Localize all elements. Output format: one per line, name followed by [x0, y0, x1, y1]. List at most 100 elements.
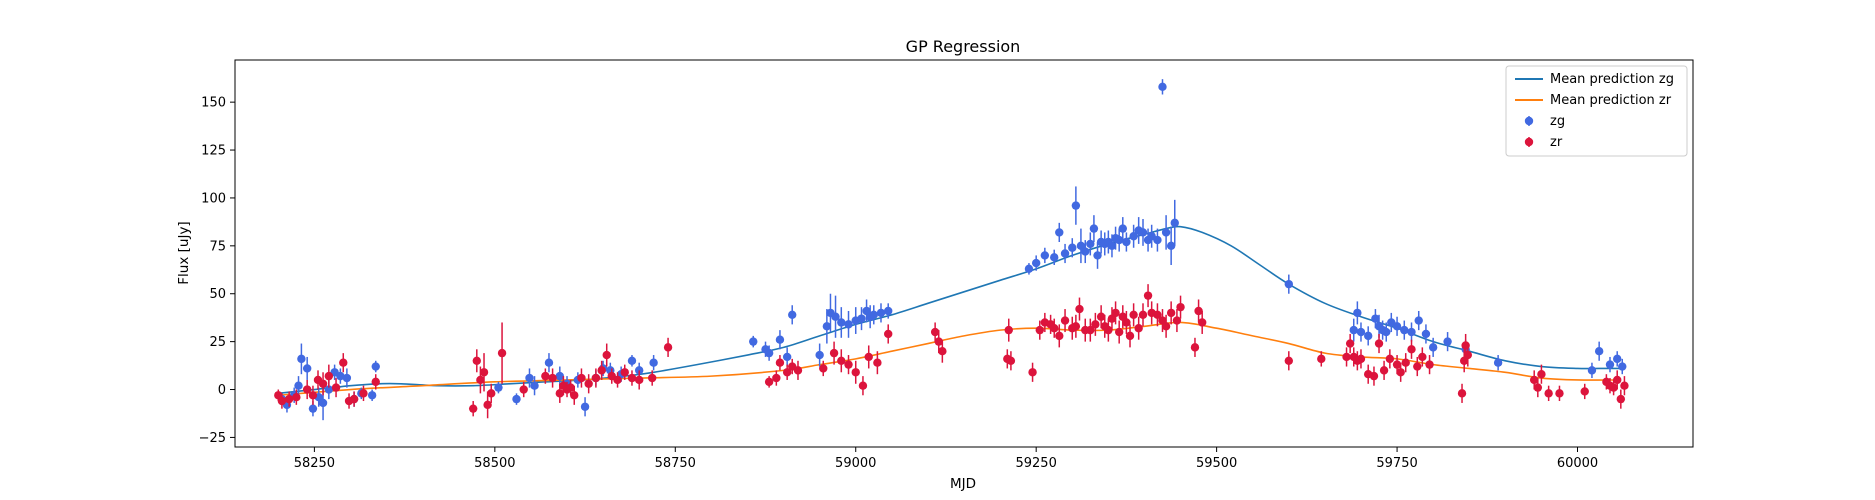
data-point	[1004, 325, 1013, 335]
data-point	[1071, 201, 1081, 210]
data-point	[1075, 304, 1084, 314]
data-point	[1050, 324, 1059, 333]
data-point	[1413, 362, 1422, 371]
data-point	[934, 337, 943, 346]
chart-title: GP Regression	[906, 37, 1021, 56]
data-point	[1580, 387, 1589, 396]
data-point	[1594, 347, 1604, 356]
data-point	[1129, 310, 1138, 320]
data-point	[819, 364, 828, 373]
data-point	[1006, 356, 1016, 365]
data-point	[468, 404, 478, 413]
data-point	[837, 356, 846, 365]
data-point	[497, 348, 507, 358]
data-point	[1035, 325, 1044, 335]
data-point	[1443, 337, 1452, 346]
data-point	[837, 318, 846, 327]
data-point	[1613, 375, 1622, 385]
data-point	[1421, 329, 1431, 339]
data-point	[793, 366, 803, 375]
data-point	[1138, 228, 1148, 237]
data-point	[597, 366, 606, 375]
data-point	[1071, 322, 1081, 331]
legend-marker	[1524, 137, 1534, 147]
data-point	[555, 371, 565, 381]
data-point	[764, 348, 774, 358]
y-tick-label: 125	[201, 144, 226, 159]
data-point	[544, 358, 554, 367]
data-point	[1028, 368, 1037, 377]
x-tick-label: 60000	[1557, 456, 1598, 471]
data-point	[525, 373, 534, 383]
data-point	[844, 320, 853, 329]
data-point	[1533, 383, 1543, 392]
data-points	[274, 79, 1629, 421]
y-tick-label: 0	[218, 383, 226, 398]
data-point	[1428, 343, 1438, 352]
data-point	[1114, 235, 1124, 245]
x-tick-label: 58250	[294, 456, 335, 471]
data-point	[663, 343, 673, 352]
data-point	[302, 385, 312, 394]
data-point	[1618, 362, 1627, 371]
data-point	[1616, 394, 1626, 404]
data-point	[1089, 224, 1099, 233]
data-point	[634, 375, 644, 385]
data-point	[1401, 358, 1410, 367]
data-point	[1613, 354, 1622, 364]
data-point	[1040, 251, 1050, 260]
data-point	[1104, 325, 1113, 335]
data-point	[541, 371, 550, 381]
data-point	[782, 352, 792, 362]
data-point	[1176, 302, 1185, 312]
legend-label-zg-prediction: Mean prediction zg	[1550, 72, 1674, 87]
data-point	[1537, 369, 1546, 379]
data-point	[1284, 356, 1294, 365]
data-point	[1353, 308, 1362, 318]
data-point	[1457, 389, 1467, 398]
data-point	[339, 358, 348, 367]
legend-swatch-zg	[1524, 116, 1534, 126]
data-point	[1317, 354, 1326, 364]
data-point	[472, 356, 481, 365]
data-point	[1407, 345, 1416, 354]
legend-label-zg: zg	[1550, 114, 1565, 129]
data-point	[1530, 375, 1539, 385]
data-point	[1091, 320, 1100, 329]
data-point	[371, 377, 380, 387]
x-tick-label: 58750	[655, 456, 696, 471]
data-point	[294, 381, 303, 390]
data-point	[1374, 339, 1384, 348]
data-point	[1055, 228, 1064, 237]
data-point	[930, 327, 940, 337]
data-point	[512, 394, 521, 404]
data-point	[1060, 316, 1070, 325]
data-point	[1161, 228, 1171, 237]
data-point	[359, 389, 368, 398]
data-point	[308, 404, 318, 413]
data-point	[1158, 82, 1167, 92]
data-point	[851, 368, 860, 377]
data-point	[1587, 366, 1597, 375]
data-point	[764, 377, 774, 387]
data-point	[1396, 368, 1405, 377]
data-point	[1609, 383, 1618, 392]
data-point	[1170, 218, 1179, 228]
data-point	[1190, 343, 1200, 352]
x-tick-label: 59500	[1196, 456, 1237, 471]
data-point	[1414, 316, 1423, 325]
x-tick-label: 59250	[1015, 456, 1056, 471]
data-point	[367, 391, 377, 400]
data-point	[308, 391, 318, 400]
data-point	[324, 371, 334, 381]
data-point	[1194, 306, 1203, 316]
data-point	[1461, 341, 1470, 350]
data-point	[1060, 249, 1070, 258]
data-point	[1172, 316, 1182, 325]
data-point	[1363, 331, 1373, 341]
legend-swatch-zr	[1524, 137, 1534, 147]
legend-box	[1505, 65, 1688, 157]
x-tick-label: 58500	[474, 456, 515, 471]
data-point	[297, 354, 306, 364]
